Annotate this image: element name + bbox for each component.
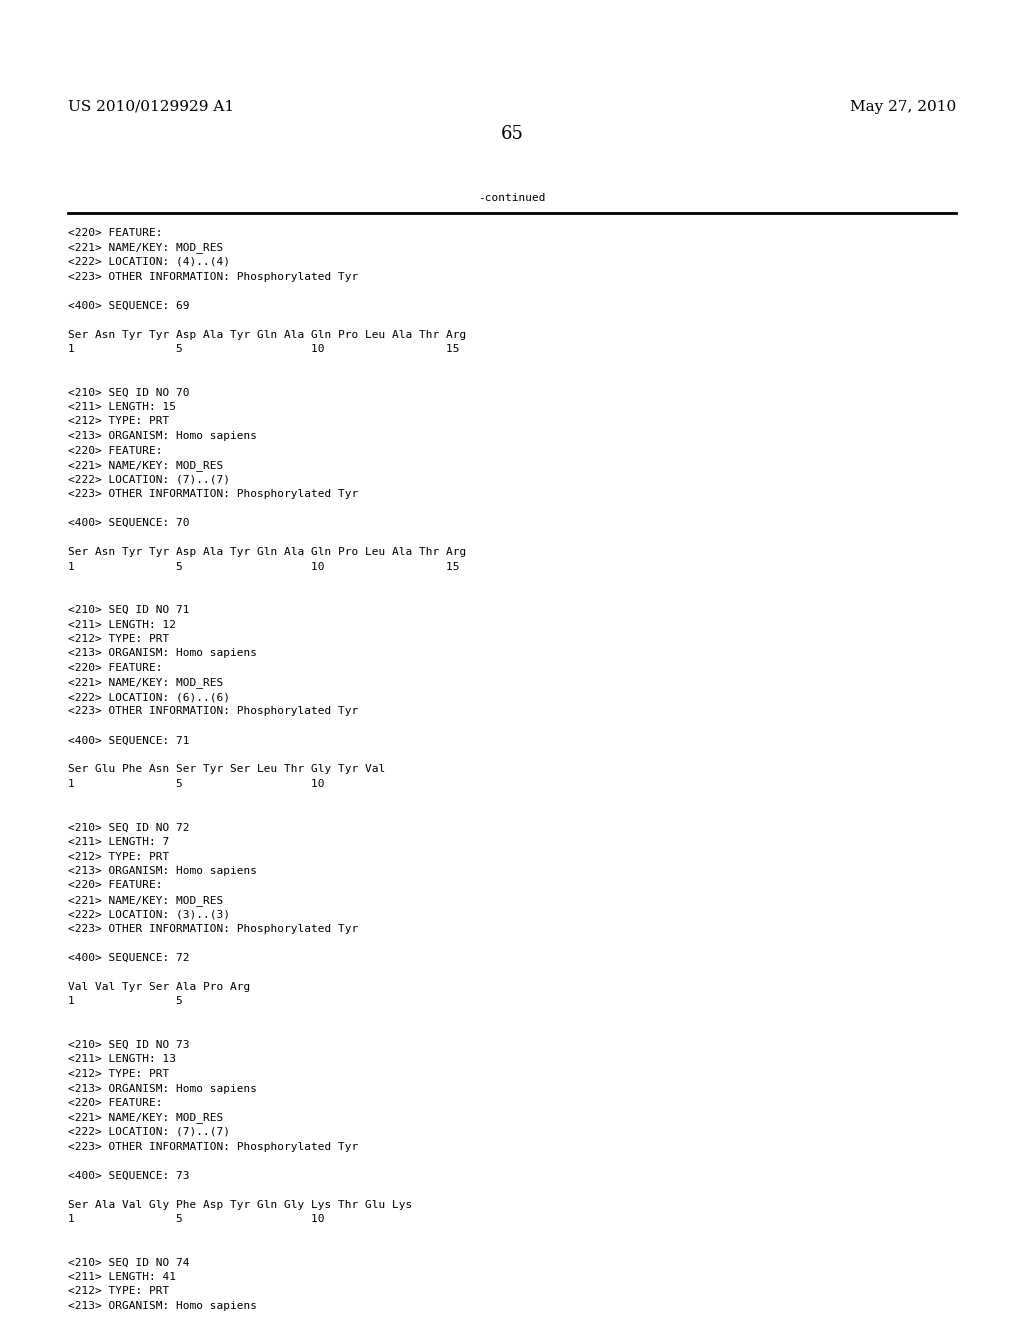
Text: <221> NAME/KEY: MOD_RES: <221> NAME/KEY: MOD_RES [68,895,223,906]
Text: 1               5                   10: 1 5 10 [68,1214,325,1224]
Text: Ser Asn Tyr Tyr Asp Ala Tyr Gln Ala Gln Pro Leu Ala Thr Arg: Ser Asn Tyr Tyr Asp Ala Tyr Gln Ala Gln … [68,546,466,557]
Text: <223> OTHER INFORMATION: Phosphorylated Tyr: <223> OTHER INFORMATION: Phosphorylated … [68,488,358,499]
Text: Val Val Tyr Ser Ala Pro Arg: Val Val Tyr Ser Ala Pro Arg [68,982,250,993]
Text: 65: 65 [501,125,523,143]
Text: <223> OTHER INFORMATION: Phosphorylated Tyr: <223> OTHER INFORMATION: Phosphorylated … [68,706,358,717]
Text: May 27, 2010: May 27, 2010 [850,100,956,114]
Text: <213> ORGANISM: Homo sapiens: <213> ORGANISM: Homo sapiens [68,1302,257,1311]
Text: <211> LENGTH: 7: <211> LENGTH: 7 [68,837,169,847]
Text: -continued: -continued [478,193,546,203]
Text: <223> OTHER INFORMATION: Phosphorylated Tyr: <223> OTHER INFORMATION: Phosphorylated … [68,924,358,935]
Text: <213> ORGANISM: Homo sapiens: <213> ORGANISM: Homo sapiens [68,866,257,876]
Text: <213> ORGANISM: Homo sapiens: <213> ORGANISM: Homo sapiens [68,1084,257,1093]
Text: 1               5: 1 5 [68,997,182,1006]
Text: <210> SEQ ID NO 72: <210> SEQ ID NO 72 [68,822,189,833]
Text: <220> FEATURE:: <220> FEATURE: [68,880,163,891]
Text: <222> LOCATION: (7)..(7): <222> LOCATION: (7)..(7) [68,474,230,484]
Text: <221> NAME/KEY: MOD_RES: <221> NAME/KEY: MOD_RES [68,1113,223,1123]
Text: <210> SEQ ID NO 74: <210> SEQ ID NO 74 [68,1258,189,1267]
Text: <212> TYPE: PRT: <212> TYPE: PRT [68,634,169,644]
Text: <222> LOCATION: (4)..(4): <222> LOCATION: (4)..(4) [68,257,230,267]
Text: <221> NAME/KEY: MOD_RES: <221> NAME/KEY: MOD_RES [68,459,223,471]
Text: <400> SEQUENCE: 71: <400> SEQUENCE: 71 [68,735,189,746]
Text: <212> TYPE: PRT: <212> TYPE: PRT [68,851,169,862]
Text: <211> LENGTH: 41: <211> LENGTH: 41 [68,1272,176,1282]
Text: <212> TYPE: PRT: <212> TYPE: PRT [68,1287,169,1296]
Text: <211> LENGTH: 12: <211> LENGTH: 12 [68,619,176,630]
Text: Ser Ala Val Gly Phe Asp Tyr Gln Gly Lys Thr Glu Lys: Ser Ala Val Gly Phe Asp Tyr Gln Gly Lys … [68,1200,413,1209]
Text: <211> LENGTH: 13: <211> LENGTH: 13 [68,1055,176,1064]
Text: <220> FEATURE:: <220> FEATURE: [68,446,163,455]
Text: <223> OTHER INFORMATION: Phosphorylated Tyr: <223> OTHER INFORMATION: Phosphorylated … [68,1142,358,1151]
Text: 1               5                   10: 1 5 10 [68,779,325,789]
Text: 1               5                   10                  15: 1 5 10 15 [68,561,460,572]
Text: <220> FEATURE:: <220> FEATURE: [68,228,163,238]
Text: <220> FEATURE:: <220> FEATURE: [68,663,163,673]
Text: <222> LOCATION: (7)..(7): <222> LOCATION: (7)..(7) [68,1127,230,1137]
Text: <212> TYPE: PRT: <212> TYPE: PRT [68,417,169,426]
Text: <221> NAME/KEY: MOD_RES: <221> NAME/KEY: MOD_RES [68,243,223,253]
Text: <210> SEQ ID NO 70: <210> SEQ ID NO 70 [68,388,189,397]
Text: <213> ORGANISM: Homo sapiens: <213> ORGANISM: Homo sapiens [68,648,257,659]
Text: 1               5                   10                  15: 1 5 10 15 [68,345,460,354]
Text: <212> TYPE: PRT: <212> TYPE: PRT [68,1069,169,1078]
Text: <220> FEATURE:: <220> FEATURE: [68,1098,163,1107]
Text: <222> LOCATION: (3)..(3): <222> LOCATION: (3)..(3) [68,909,230,920]
Text: <210> SEQ ID NO 73: <210> SEQ ID NO 73 [68,1040,189,1049]
Text: <213> ORGANISM: Homo sapiens: <213> ORGANISM: Homo sapiens [68,432,257,441]
Text: <210> SEQ ID NO 71: <210> SEQ ID NO 71 [68,605,189,615]
Text: <211> LENGTH: 15: <211> LENGTH: 15 [68,403,176,412]
Text: <400> SEQUENCE: 72: <400> SEQUENCE: 72 [68,953,189,964]
Text: <223> OTHER INFORMATION: Phosphorylated Tyr: <223> OTHER INFORMATION: Phosphorylated … [68,272,358,281]
Text: Ser Asn Tyr Tyr Asp Ala Tyr Gln Ala Gln Pro Leu Ala Thr Arg: Ser Asn Tyr Tyr Asp Ala Tyr Gln Ala Gln … [68,330,466,339]
Text: <400> SEQUENCE: 69: <400> SEQUENCE: 69 [68,301,189,310]
Text: <221> NAME/KEY: MOD_RES: <221> NAME/KEY: MOD_RES [68,677,223,689]
Text: <400> SEQUENCE: 73: <400> SEQUENCE: 73 [68,1171,189,1180]
Text: <222> LOCATION: (6)..(6): <222> LOCATION: (6)..(6) [68,692,230,702]
Text: US 2010/0129929 A1: US 2010/0129929 A1 [68,100,234,114]
Text: Ser Glu Phe Asn Ser Tyr Ser Leu Thr Gly Tyr Val: Ser Glu Phe Asn Ser Tyr Ser Leu Thr Gly … [68,764,385,775]
Text: <400> SEQUENCE: 70: <400> SEQUENCE: 70 [68,517,189,528]
